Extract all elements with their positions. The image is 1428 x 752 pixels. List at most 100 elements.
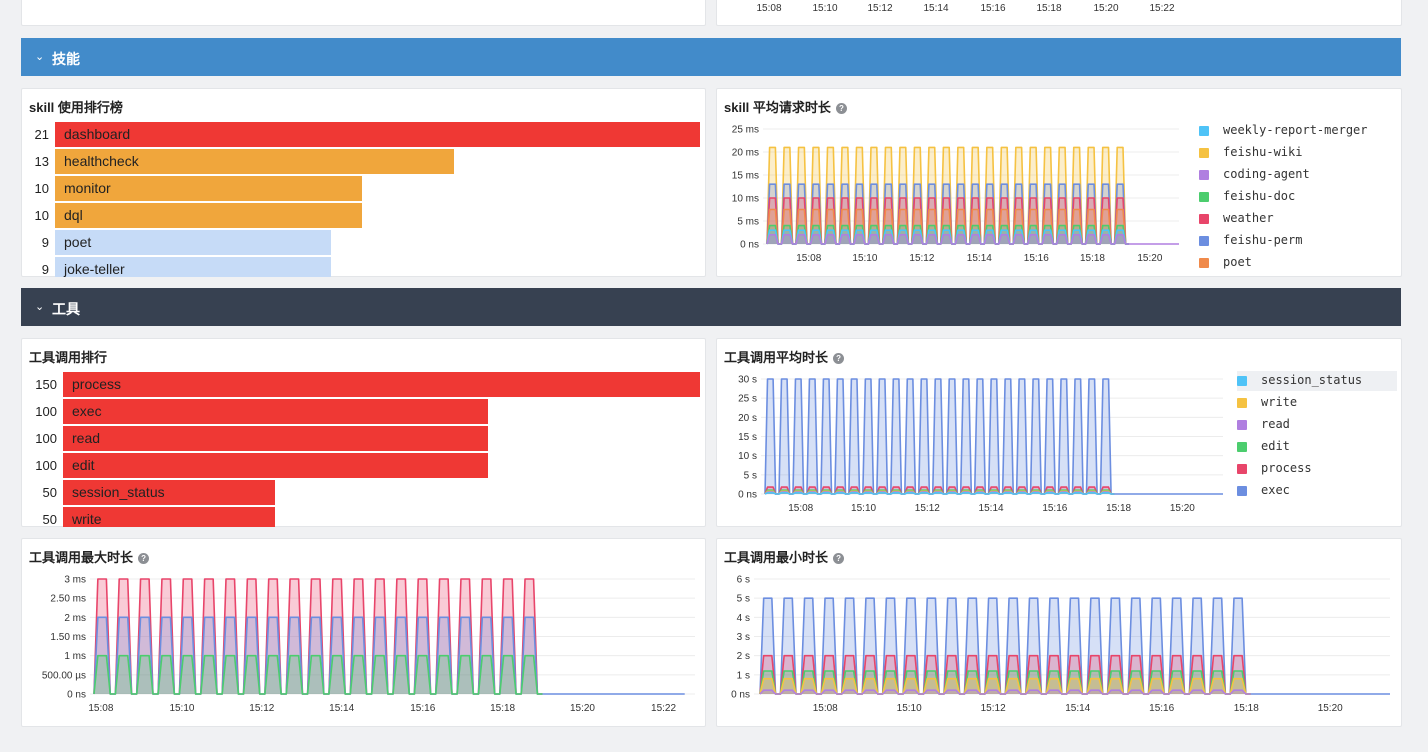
- legend-item[interactable]: feishu-doc: [1199, 187, 1399, 207]
- y-tick-label: 1.50 ms: [50, 632, 86, 643]
- bar-row[interactable]: 150 process: [35, 372, 700, 397]
- legend-swatch: [1199, 214, 1209, 224]
- tool-max-chart[interactable]: 0 ns 500.00 µs 1 ms 1.50 ms 2 ms 2.50 ms 3 ms 1…: [22, 567, 702, 727]
- legend-label: write: [1261, 395, 1298, 409]
- bar-label: poet: [64, 234, 92, 250]
- bar-count: 50: [42, 485, 57, 500]
- y-tick-label: 0 ns: [738, 490, 757, 501]
- legend-swatch: [1237, 442, 1247, 452]
- x-tick-label: 15:12: [909, 253, 934, 264]
- legend-label: session_status: [1261, 373, 1363, 387]
- x-tick-label: 15:18: [490, 703, 515, 714]
- skill-avg-duration-panel: skill 平均请求时长? 0 ns 5 ms 10 ms 15 ms 20 ms 25 …: [716, 88, 1402, 277]
- legend-label: feishu-doc: [1223, 189, 1296, 203]
- y-tick-label: 15 ms: [732, 171, 759, 182]
- y-tick-label: 30 s: [738, 375, 757, 386]
- panel-title: 工具调用平均时长?: [724, 347, 845, 366]
- help-icon[interactable]: ?: [138, 553, 150, 564]
- series-area-weekly-report-merger: [767, 230, 1130, 244]
- series-area-feishu-wiki: [767, 147, 1130, 244]
- legend-swatch: [1199, 170, 1209, 180]
- legend-item[interactable]: process: [1237, 459, 1397, 479]
- legend-label: process: [1261, 461, 1312, 475]
- x-tick-label: 15:20: [1318, 703, 1343, 714]
- panel-title: 工具调用最大时长?: [29, 547, 150, 566]
- bar-row[interactable]: 100 edit: [35, 453, 488, 478]
- series-area-exec: [760, 598, 1251, 694]
- bar-label: dql: [64, 207, 83, 223]
- bar-row[interactable]: 50 session_status: [43, 480, 276, 505]
- bar-row[interactable]: 10 dql: [35, 203, 363, 228]
- x-tick-label: 15:10: [852, 253, 877, 264]
- bar-row[interactable]: 9 joke-teller: [42, 257, 332, 277]
- series-line-coding-agent[interactable]: [766, 234, 1130, 245]
- series-line-process[interactable]: [93, 578, 543, 695]
- bar-row[interactable]: 13 healthcheck: [35, 149, 455, 174]
- tool-bar-list: 150 process 100 exec 100 read 100 edit 50 session…: [35, 372, 700, 527]
- legend-label: feishu-perm: [1223, 233, 1303, 247]
- bar-row[interactable]: 100 read: [35, 426, 488, 451]
- y-tick-label: 10 s: [738, 451, 757, 462]
- y-tick-label: 1 ms: [64, 651, 86, 662]
- skill-avg-chart[interactable]: 0 ns 5 ms 10 ms 15 ms 20 ms 25 ms 15:08 15:10 15…: [717, 117, 1187, 277]
- x-tick-label: 15:20: [1170, 503, 1195, 514]
- legend-item[interactable]: weather: [1199, 209, 1399, 229]
- series-line-edit[interactable]: [93, 654, 543, 695]
- legend-item[interactable]: feishu-perm: [1199, 231, 1399, 251]
- legend-item[interactable]: coding-agent: [1199, 165, 1399, 185]
- section-header-skills[interactable]: ⌄ 技能: [21, 38, 1401, 76]
- bar-count: 9: [41, 262, 49, 277]
- section-header-tools[interactable]: ⌄ 工具: [21, 288, 1401, 326]
- series-line-read[interactable]: [759, 689, 1251, 695]
- help-icon[interactable]: ?: [833, 353, 845, 364]
- panel-title-text: 工具调用最小时长: [724, 550, 829, 565]
- series-line-exec[interactable]: [93, 616, 543, 695]
- bar-count: 50: [42, 512, 57, 527]
- x-tick-label: 15:12: [915, 503, 940, 514]
- bar-row[interactable]: 9 poet: [42, 230, 332, 255]
- legend-item[interactable]: session_status: [1237, 371, 1397, 391]
- bar-label: process: [72, 376, 122, 392]
- panel-title: 工具调用排行: [29, 350, 108, 365]
- series-area-edit: [94, 655, 543, 694]
- bar-row[interactable]: 10 monitor: [35, 176, 363, 201]
- help-icon[interactable]: ?: [833, 553, 845, 564]
- tool-min-chart[interactable]: 0 ns 1 s 2 s 3 s 4 s 5 s 6 s 15:08 15:10 15:12 15:…: [717, 567, 1397, 727]
- series-line-session_status[interactable]: [764, 492, 1115, 495]
- x-tick-label: 15:16: [1024, 253, 1049, 264]
- bar-row[interactable]: 100 exec: [35, 399, 488, 424]
- y-tick-label: 25 ms: [732, 125, 759, 136]
- legend-item[interactable]: weekly-report-merger: [1199, 121, 1399, 141]
- legend-item[interactable]: poet: [1199, 253, 1399, 273]
- y-tick-label: 2 ms: [64, 613, 86, 624]
- x-tick-label: 15:12: [249, 703, 274, 714]
- legend-item[interactable]: exec: [1237, 481, 1397, 501]
- x-tick-label: 15:08: [788, 503, 813, 514]
- chevron-down-icon: ⌄: [35, 51, 45, 63]
- legend-item[interactable]: feishu-wiki: [1199, 143, 1399, 163]
- help-icon[interactable]: ?: [835, 103, 847, 114]
- x-tick-label: 15:12: [867, 3, 892, 14]
- bar-label: session_status: [72, 484, 165, 500]
- x-tick-label: 15:18: [1106, 503, 1131, 514]
- y-tick-label: 5 s: [737, 594, 750, 605]
- tool-avg-duration-panel: 工具调用平均时长? 0 ns 5 s 10 s 15 s 20 s 25 s 30 s 15:…: [716, 338, 1402, 527]
- legend-item[interactable]: read: [1237, 415, 1397, 435]
- legend-label: weather: [1223, 211, 1274, 225]
- legend-swatch: [1199, 258, 1209, 268]
- bar-label: read: [72, 430, 101, 446]
- y-tick-label: 20 s: [738, 413, 757, 424]
- bar-row[interactable]: 21 dashboard: [35, 122, 700, 147]
- bar-row[interactable]: 50 write: [43, 507, 276, 527]
- x-tick-label: 15:18: [1080, 253, 1105, 264]
- legend-label: edit: [1261, 439, 1290, 453]
- legend-swatch: [1199, 192, 1209, 202]
- legend-item[interactable]: write: [1237, 393, 1397, 413]
- bar-count: 150: [35, 377, 57, 392]
- skill-ranking-panel: skill 使用排行榜 21 dashboard 13 healthcheck 10 mo…: [21, 88, 706, 277]
- x-tick-label: 15:10: [897, 703, 922, 714]
- tool-avg-chart[interactable]: 0 ns 5 s 10 s 15 s 20 s 25 s 30 s 15:08 15:10 15:…: [717, 367, 1232, 527]
- legend-item[interactable]: edit: [1237, 437, 1397, 457]
- panel-title-text: 工具调用平均时长: [724, 350, 829, 365]
- x-tick-label: 15:22: [1149, 3, 1174, 14]
